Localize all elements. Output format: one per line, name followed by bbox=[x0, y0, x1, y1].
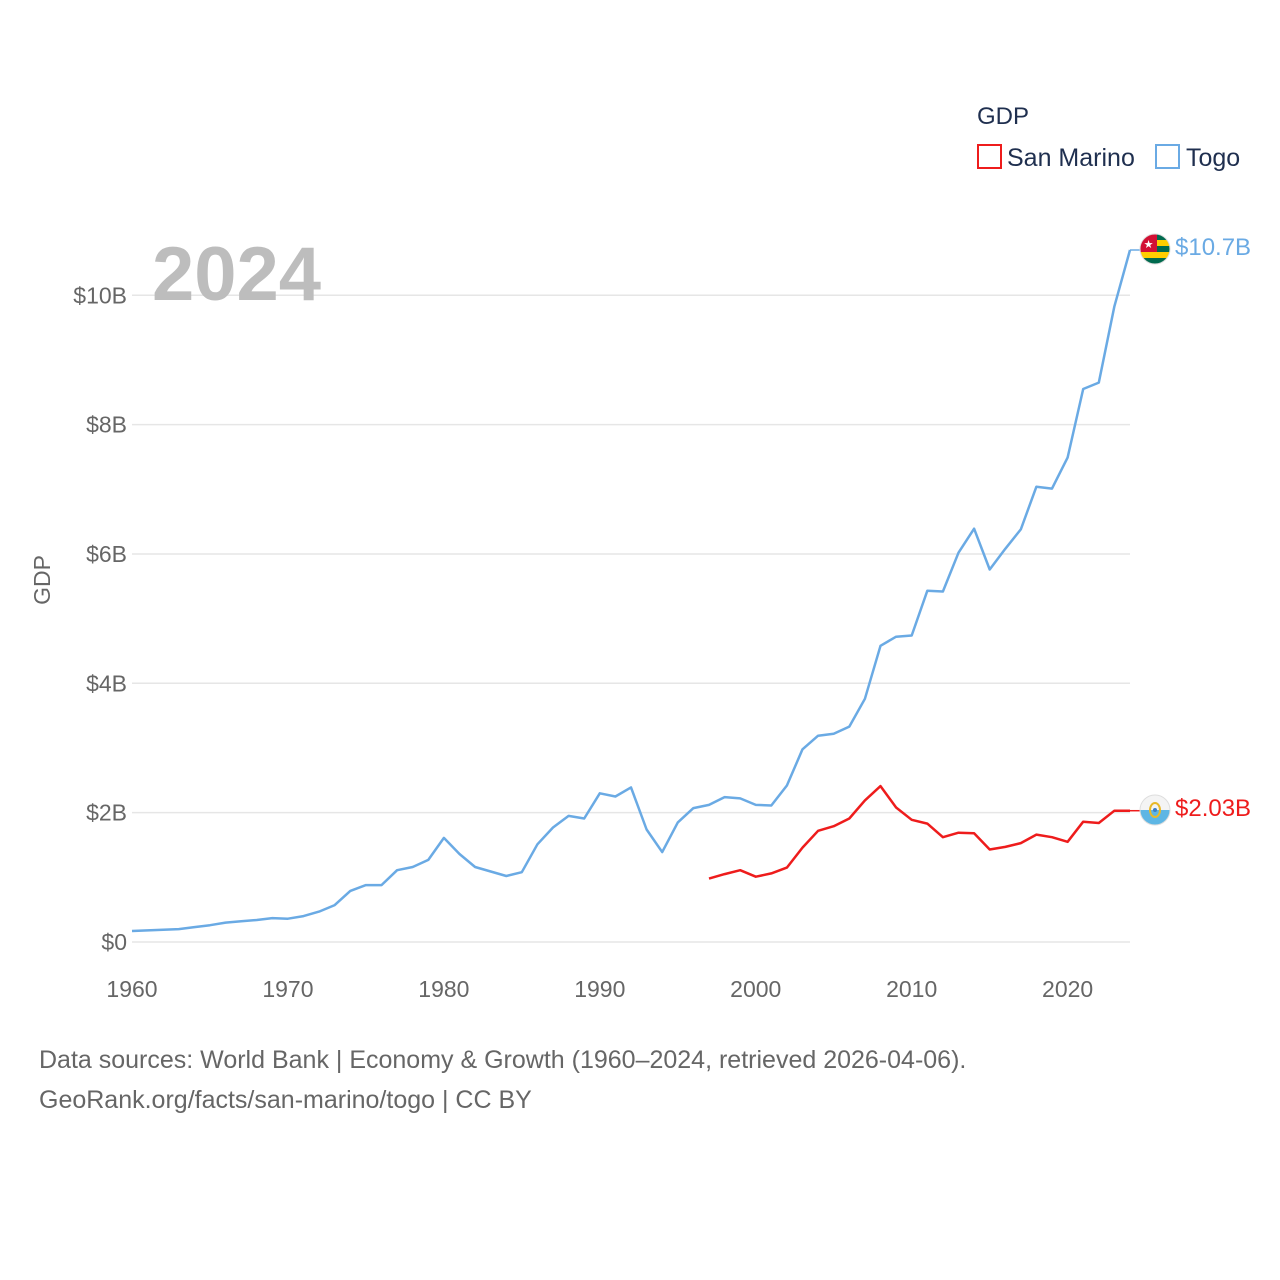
x-tick-label: 2020 bbox=[1042, 976, 1093, 1002]
y-tick-label: $2B bbox=[86, 800, 127, 826]
san-marino-flag-icon bbox=[1140, 795, 1170, 825]
x-tick-label: 1980 bbox=[418, 976, 469, 1002]
source-link[interactable]: GeoRank.org/facts/san-marino/togo | CC B… bbox=[39, 1086, 532, 1114]
series-lines bbox=[131, 249, 1140, 933]
x-tick-label: 2000 bbox=[730, 976, 781, 1002]
end-label-togo: $10.7B bbox=[1175, 234, 1251, 261]
legend-label-togo[interactable]: Togo bbox=[1186, 144, 1240, 172]
y-axis-label: GDP bbox=[29, 555, 55, 605]
y-tick-label: $0 bbox=[101, 929, 127, 955]
source-line-1: Data sources: World Bank | Economy & Gro… bbox=[39, 1046, 967, 1074]
legend-swatch-san-marino[interactable] bbox=[977, 144, 1002, 169]
y-tick-label: $6B bbox=[86, 541, 127, 567]
legend[interactable]: GDP San Marino Togo bbox=[977, 103, 1240, 172]
x-tick-label: 1970 bbox=[262, 976, 313, 1002]
togo-flag-icon: ★ bbox=[1140, 234, 1170, 264]
x-tick-label: 1990 bbox=[574, 976, 625, 1002]
legend-swatch-togo[interactable] bbox=[1155, 144, 1180, 169]
y-tick-label: $10B bbox=[73, 282, 127, 308]
legend-title: GDP bbox=[977, 103, 1029, 130]
y-tick-label: $8B bbox=[86, 412, 127, 438]
series-line-togo[interactable] bbox=[131, 249, 1132, 933]
end-label-san-marino: $2.03B bbox=[1175, 795, 1251, 822]
series-line-san-marino[interactable] bbox=[708, 784, 1130, 880]
year-label: 2024 bbox=[152, 232, 321, 317]
legend-label-san-marino[interactable]: San Marino bbox=[1007, 144, 1135, 172]
y-tick-label: $4B bbox=[86, 670, 127, 696]
x-tick-label: 2010 bbox=[886, 976, 937, 1002]
gridlines bbox=[132, 294, 1130, 943]
x-axis-ticks: 1960 1970 1980 1990 2000 2010 2020 bbox=[106, 976, 1093, 1002]
svg-text:★: ★ bbox=[1144, 239, 1154, 251]
x-tick-label: 1960 bbox=[106, 976, 157, 1002]
y-axis-ticks: $0 $2B $4B $6B $8B $10B bbox=[73, 282, 127, 955]
data-source-note: Data sources: World Bank | Economy & Gro… bbox=[39, 1040, 966, 1120]
